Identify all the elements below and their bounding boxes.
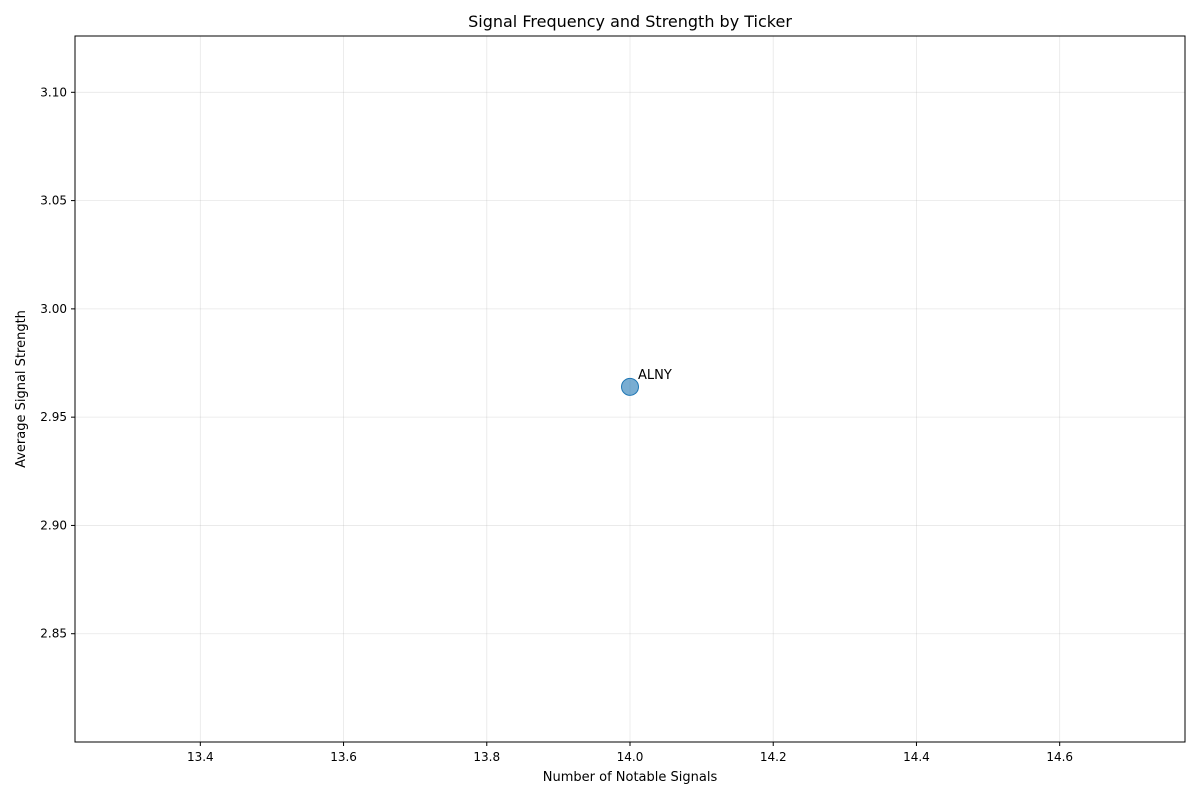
y-axis-label: Average Signal Strength [14,310,29,468]
data-point [621,377,639,396]
y-axis-ticks: 2.85 2.90 2.95 3.00 3.05 3.10 [40,85,75,641]
y-tick-label: 3.05 [40,194,67,208]
y-tick-label: 2.95 [40,410,67,424]
x-tick-label: 14.6 [1046,750,1073,764]
y-tick-label: 3.10 [40,85,67,99]
y-tick-label: 3.00 [40,302,67,316]
data-points: ALNY [621,368,672,396]
chart-title: Signal Frequency and Strength by Ticker [468,12,792,31]
x-tick-label: 14.2 [760,750,787,764]
x-tick-label: 14.0 [617,750,644,764]
y-tick-label: 2.90 [40,518,67,532]
grid-lines [75,36,1185,742]
x-tick-label: 13.8 [473,750,500,764]
x-tick-label: 13.6 [330,750,357,764]
x-tick-label: 14.4 [903,750,930,764]
y-tick-label: 2.85 [40,627,67,641]
x-axis-ticks: 13.4 13.6 13.8 14.0 14.2 14.4 14.6 [187,742,1073,764]
x-tick-label: 13.4 [187,750,214,764]
x-axis-label: Number of Notable Signals [543,770,718,785]
data-point-label: ALNY [638,368,672,383]
